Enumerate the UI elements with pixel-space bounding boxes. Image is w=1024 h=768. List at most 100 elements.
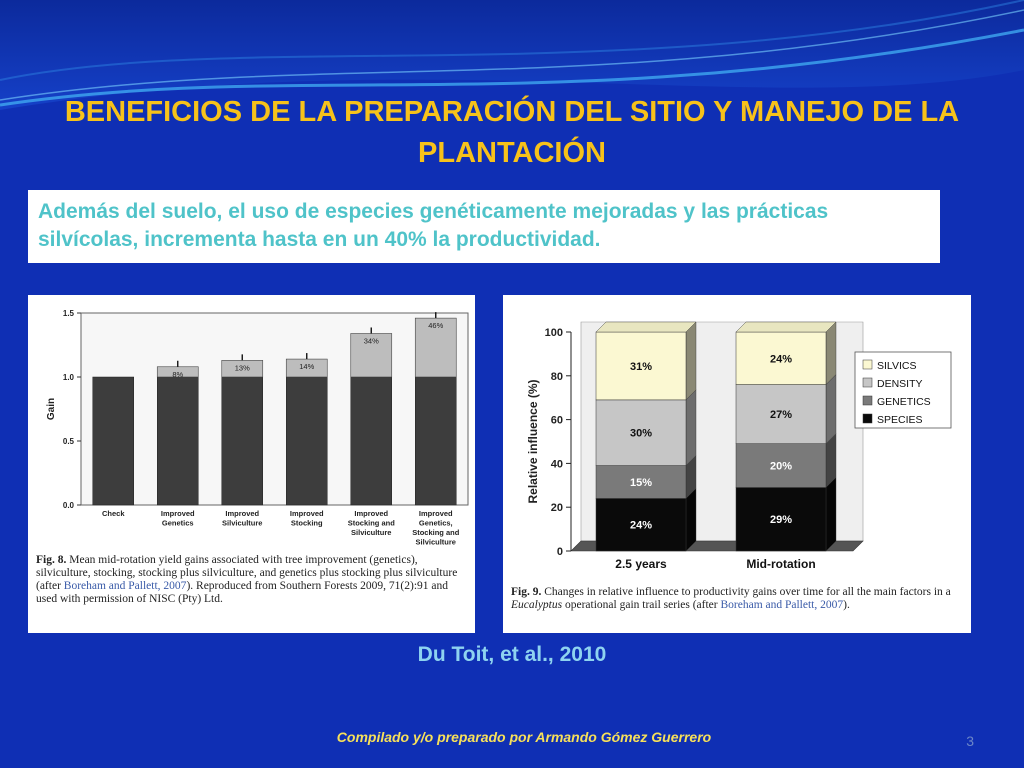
bar-segment [595, 399, 687, 466]
bar-base [157, 376, 199, 506]
bar-gain [414, 317, 457, 378]
bar-segment [595, 498, 687, 552]
bar-gain [156, 366, 199, 378]
callout-box: Además del suelo, el uso de especies gen… [28, 190, 940, 263]
segment-data-label: 30% [630, 428, 652, 440]
bar-gain [285, 358, 328, 378]
bar-segment [595, 331, 687, 401]
x-tick-label-line: Improved [290, 509, 324, 518]
bar-segment [735, 331, 827, 385]
gain-data-label: 46% [428, 321, 443, 330]
bar-segment-side [825, 321, 837, 386]
x-tick-label-line: Genetics [162, 519, 194, 528]
fig9-caption-label: Fig. 9. [511, 586, 542, 598]
bar-segment [735, 384, 827, 444]
y-tick-label: 100 [545, 327, 563, 339]
x-tick-label-line: Improved [354, 509, 388, 518]
x-tick-label: Improved Silviculture [222, 509, 262, 528]
fig9-stacked-bar-chart: 0 20 40 60 80 100 Relative influence (%) 24% 15%… [526, 321, 952, 571]
bar-base [415, 376, 457, 506]
x-tick-label-line: Genetics, [419, 519, 453, 528]
x-tick-label: Mid-rotation [746, 557, 815, 571]
segment-data-label: 31% [630, 361, 652, 373]
figure-9-panel: 0 20 40 60 80 100 Relative influence (%) 24% 15%… [503, 295, 971, 633]
bar-top-face [595, 321, 697, 333]
x-tick-label-line: Stocking [291, 519, 323, 528]
bar-segment [735, 487, 827, 552]
x-tick-label-line: Check [102, 509, 125, 518]
segment-data-label: 27% [770, 409, 792, 421]
y-tick-label: 80 [551, 371, 563, 383]
x-tick-label-line: Improved [225, 509, 259, 518]
citation: Du Toit, et al., 2010 [417, 643, 607, 666]
y-tick-label: 40 [551, 458, 563, 470]
legend-swatch [862, 359, 873, 370]
x-tick-label: Check [102, 509, 125, 518]
y-tick-label: 0.0 [63, 501, 75, 510]
gain-data-label: 34% [364, 336, 379, 345]
segment-data-label: 29% [770, 514, 792, 526]
bar-base [92, 376, 134, 506]
y-tick-label: 1.5 [63, 309, 75, 318]
segment-data-label: 24% [630, 520, 652, 532]
legend-label: SPECIES [877, 414, 923, 426]
x-tick-label-line: Stocking and [412, 528, 460, 537]
legend-swatch [862, 377, 873, 388]
x-tick-label-line: Silviculture [351, 528, 391, 537]
fig9-caption-ref: Boreham and Pallett, 2007 [720, 599, 844, 611]
x-tick-label: 2.5 years [615, 557, 667, 571]
segment-data-label: 20% [770, 461, 792, 473]
x-tick-label: Improved Stocking and Silviculture [348, 509, 396, 537]
footer-credit: Compilado y/o preparado por Armando Góme… [336, 729, 712, 745]
bar-segment-side [825, 477, 837, 552]
bar-segment-side [685, 389, 697, 467]
fig9-caption-italic: Eucalyptus [511, 599, 563, 611]
fig8-caption: Fig. 8. Mean mid-rotation yield gains as… [36, 554, 466, 606]
x-tick-label: Improved Genetics [161, 509, 195, 528]
bar-base [350, 376, 392, 506]
y-tick-label: 1.0 [63, 373, 75, 382]
legend-swatch [862, 413, 873, 424]
x-tick-label-line: Silviculture [416, 538, 456, 547]
y-tick-label: 0 [557, 546, 563, 558]
fig9-caption-text-2: operational gain trail series (after [562, 599, 721, 611]
bar-segment [595, 465, 687, 499]
plot-frame [80, 312, 469, 506]
bar-base [286, 376, 328, 506]
x-tick-label: Improved Stocking [290, 509, 324, 528]
x-tick-label-line: Stocking and [348, 519, 396, 528]
gain-data-label: 8% [172, 370, 183, 379]
legend-swatch [862, 395, 873, 406]
x-tick-label: Improved Genetics, Stocking and Silvicultur… [412, 509, 460, 547]
fig9-caption-text-1: Changes in relative influence to product… [541, 586, 951, 598]
fig8-caption-text-2: ). Reproduced from Southern Forests 2009… [36, 580, 449, 605]
x-tick-label-line: Silviculture [222, 519, 262, 528]
fig8-caption-text-1: Mean mid-rotation yield gains associated… [36, 554, 458, 592]
bar-top-face [735, 321, 837, 333]
gain-data-label: 13% [235, 363, 250, 372]
bar-segment-side [825, 374, 837, 445]
gain-data-label: 14% [299, 362, 314, 371]
legend-label: SILVICS [877, 360, 917, 372]
y-tick-label: 0.5 [63, 437, 75, 446]
fig8-caption-ref: Boreham and Pallett, 2007 [63, 580, 187, 592]
x-tick-label-line: Improved [419, 509, 453, 518]
bar-gain [350, 333, 393, 378]
bar-segment [735, 443, 827, 488]
page-number: 3 [966, 733, 974, 749]
slide-title: BENEFICIOS DE LA PREPARACIÓN DEL SITIO Y… [64, 96, 960, 169]
bar-base [221, 376, 263, 506]
legend-label: DENSITY [877, 378, 923, 390]
figure-8-panel: 0.0 0.5 1.0 1.5 Gain Check 8% Improved Genetics 1… [28, 295, 475, 633]
y-tick-label: 20 [551, 502, 563, 514]
bar-segment-side [685, 321, 697, 401]
y-axis-label: Gain [46, 398, 57, 420]
y-tick-label: 60 [551, 415, 563, 427]
x-tick-label-line: Improved [161, 509, 195, 518]
segment-data-label: 15% [630, 477, 652, 489]
legend-label: GENETICS [877, 396, 931, 408]
y-axis-label: Relative influence (%) [526, 379, 540, 503]
fig8-caption-label: Fig. 8. [36, 554, 67, 566]
fig9-caption: Fig. 9. Changes in relative influence to… [511, 586, 966, 612]
